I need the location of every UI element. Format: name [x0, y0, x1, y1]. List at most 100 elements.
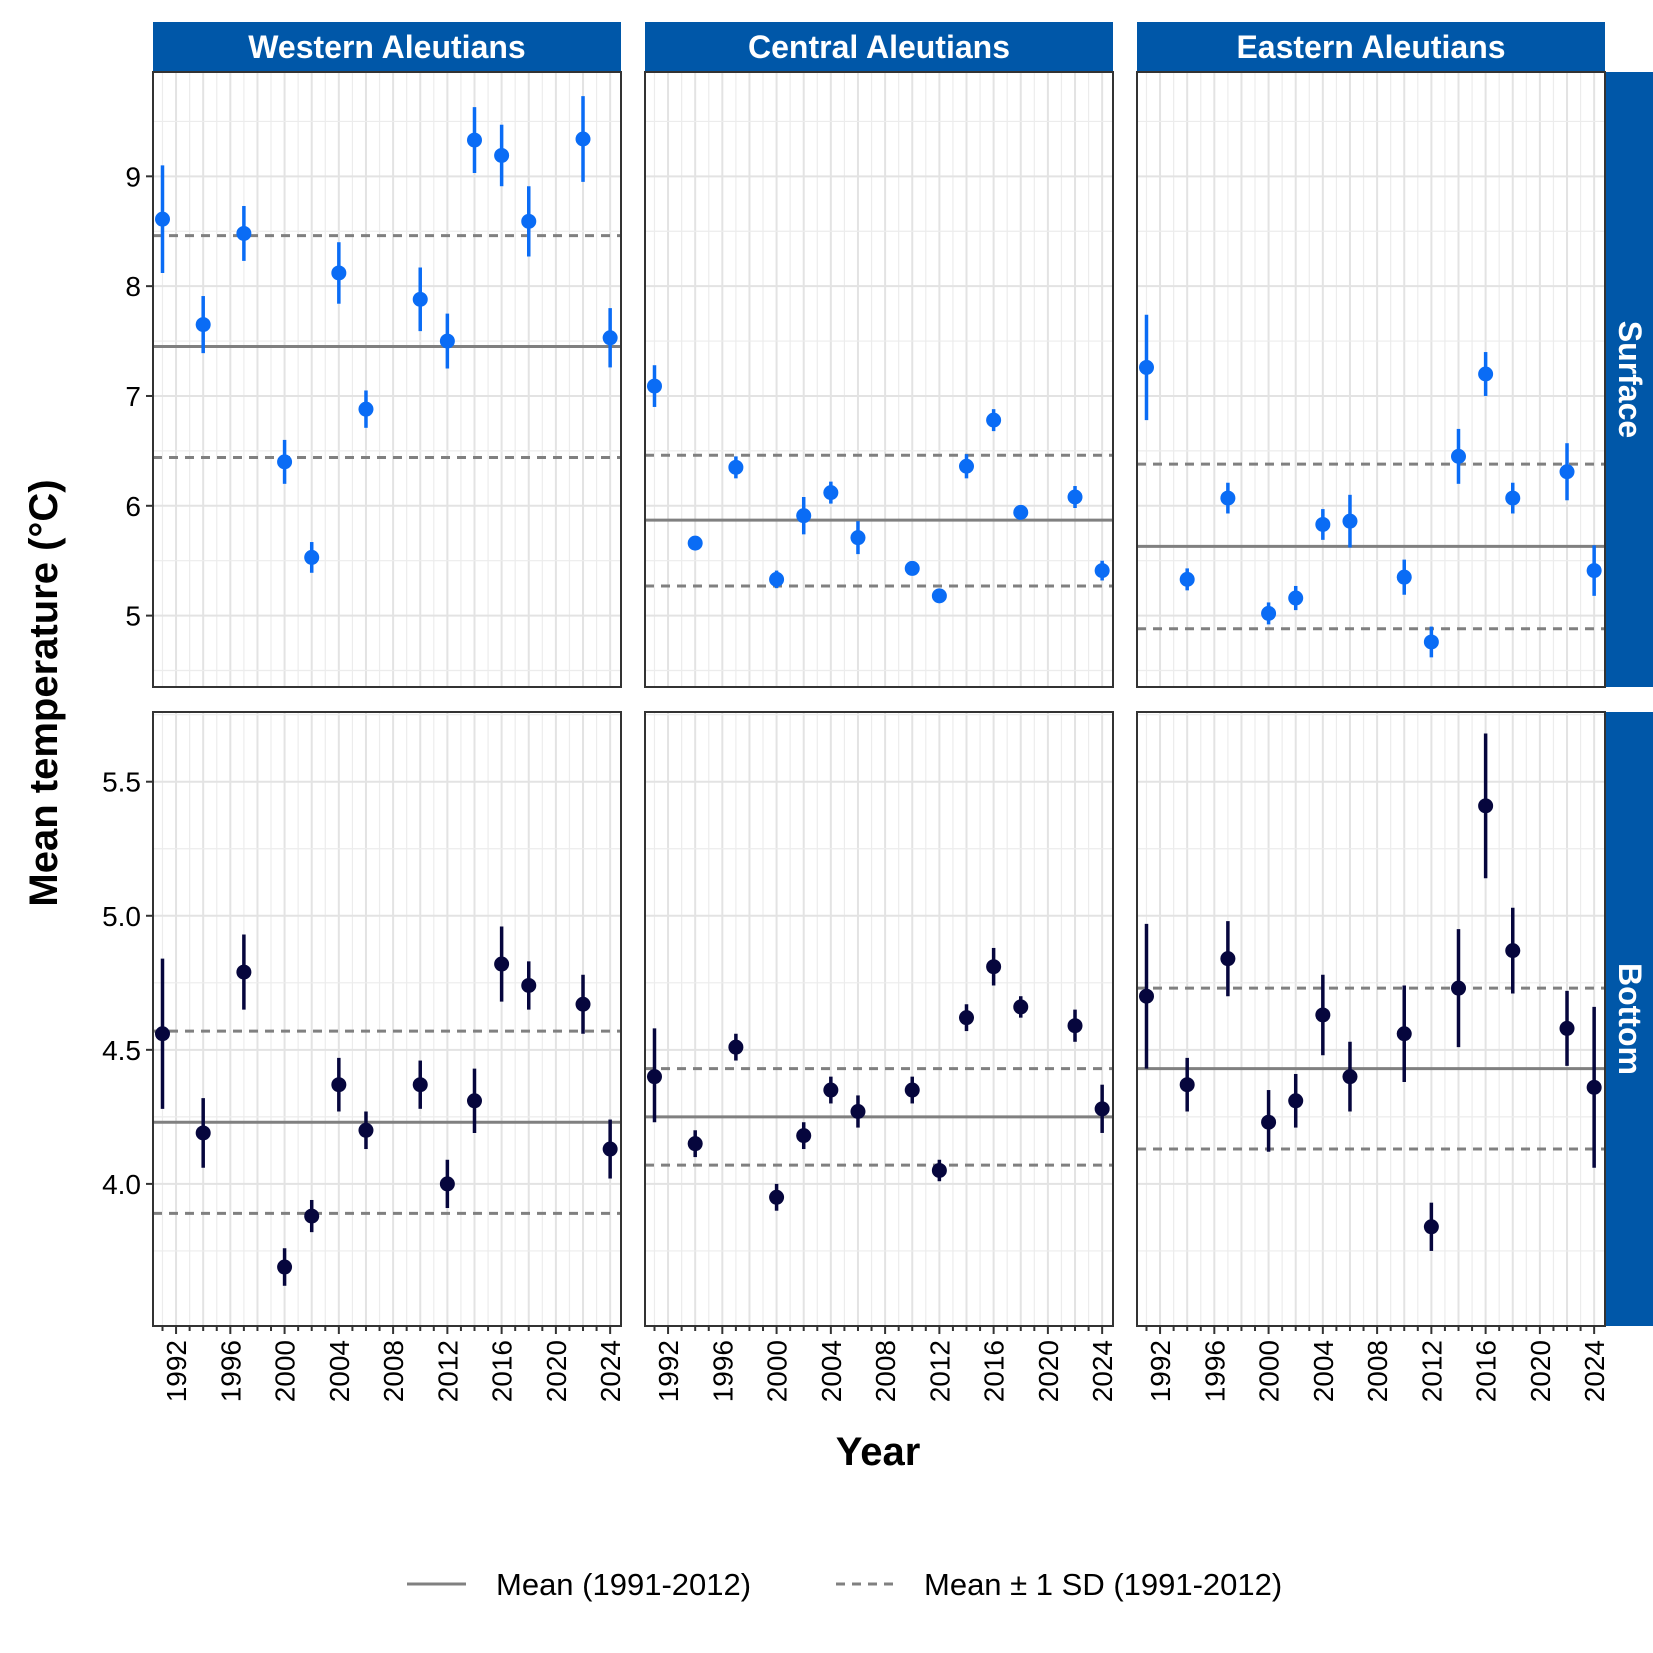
y-tick-label: 4.5	[102, 1035, 141, 1066]
data-point-2014	[958, 458, 974, 474]
data-point-1997	[236, 225, 252, 241]
data-point-2016	[1478, 366, 1494, 382]
x-tick-label: 1996	[215, 1340, 246, 1402]
data-point-2014	[1450, 980, 1466, 996]
data-point-1994	[687, 1136, 703, 1152]
x-tick-label: 1996	[1199, 1340, 1230, 1402]
data-point-2018	[521, 977, 537, 993]
data-point-2014	[466, 132, 482, 148]
data-point-2006	[1342, 1069, 1358, 1085]
data-point-2000	[1261, 1114, 1277, 1130]
x-tick-label: 2000	[270, 1340, 301, 1402]
data-point-2018	[521, 213, 537, 229]
y-tick-label: 6	[125, 491, 141, 522]
data-point-2016	[986, 412, 1002, 428]
strip-central-aleutians	[645, 22, 1113, 72]
data-point-2000	[1261, 605, 1277, 621]
data-point-2014	[1450, 448, 1466, 464]
x-tick-label: 2000	[762, 1340, 793, 1402]
panel-background	[1137, 712, 1605, 1326]
x-tick-label: 2024	[1087, 1340, 1118, 1402]
x-tick-label: 2012	[432, 1340, 463, 1402]
data-point-2004	[1315, 516, 1331, 532]
data-point-2004	[331, 1077, 347, 1093]
panel-background	[153, 712, 621, 1326]
data-point-2010	[904, 1082, 920, 1098]
x-tick-label: 1996	[707, 1340, 738, 1402]
legend-mean-label: Mean (1991-2012)	[496, 1567, 751, 1602]
panel-background	[153, 72, 621, 687]
data-point-2010	[904, 560, 920, 576]
data-point-2024	[1094, 563, 1110, 579]
data-point-1991	[646, 1069, 662, 1085]
x-tick-label: 2008	[378, 1340, 409, 1402]
data-point-2022	[1067, 489, 1083, 505]
strip-label-surface: Surface	[1612, 321, 1648, 438]
panel-eastern-aleutians-bottom: 1992 1996 2000 2004 2008 2012 2016 2020 2024	[1136, 711, 1610, 1402]
x-tick-label: 2024	[595, 1340, 626, 1402]
panel-background	[645, 72, 1113, 687]
x-tick-label: 2004	[816, 1340, 847, 1402]
data-point-2002	[304, 1208, 320, 1224]
data-point-2004	[1315, 1007, 1331, 1023]
data-point-2018	[1013, 999, 1029, 1015]
data-point-2002	[796, 508, 812, 524]
x-tick-label: 1992	[1145, 1340, 1176, 1402]
data-point-2018	[1505, 943, 1521, 959]
data-point-2004	[823, 1082, 839, 1098]
strip-eastern-aleutians	[1137, 22, 1605, 72]
x-tick-label: 2016	[487, 1340, 518, 1402]
data-point-2010	[412, 291, 428, 307]
data-point-2014	[466, 1093, 482, 1109]
panel-border	[152, 71, 622, 688]
x-axis-title: Year	[836, 1430, 921, 1474]
panel-central-aleutians-bottom: 1992 1996 2000 2004 2008 2012 2016 2020 2024	[644, 711, 1118, 1402]
x-tick-label: 2004	[324, 1340, 355, 1402]
strip-label-western-aleutians: Western Aleutians	[248, 29, 525, 65]
x-tick-label: 2012	[1416, 1340, 1447, 1402]
panels-layer: Western Aleutians Central Aleutians Easter…	[102, 22, 1653, 1402]
data-point-2006	[850, 530, 866, 546]
x-tick-label: 2000	[1254, 1340, 1285, 1402]
data-point-2016	[986, 959, 1002, 975]
data-point-2000	[277, 454, 293, 470]
y-tick-label: 9	[125, 161, 141, 192]
data-point-2002	[304, 549, 320, 565]
data-point-2010	[1396, 569, 1412, 585]
data-point-2012	[931, 588, 947, 604]
panel-border	[644, 71, 1114, 688]
data-point-2022	[1067, 1018, 1083, 1034]
data-point-2022	[575, 996, 591, 1012]
data-point-2000	[769, 571, 785, 587]
y-axis-title: Mean temperature (°C)	[22, 479, 66, 906]
x-tick-label: 2020	[541, 1340, 572, 1402]
panel-border	[152, 711, 622, 1327]
panel-central-aleutians-surface	[644, 71, 1114, 688]
data-point-2000	[277, 1259, 293, 1275]
x-tick-label: 1992	[161, 1340, 192, 1402]
data-point-1991	[154, 1026, 170, 1042]
legend: Mean (1991-2012) Mean ± 1 SD (1991-2012)	[407, 1567, 1282, 1602]
data-point-2002	[1288, 590, 1304, 606]
legend-sd-label: Mean ± 1 SD (1991-2012)	[924, 1567, 1282, 1602]
strip-surface	[1605, 72, 1653, 687]
panel-western-aleutians-surface: 5 6 7 8 9	[125, 71, 622, 688]
data-point-2006	[358, 1122, 374, 1138]
x-tick-label: 2012	[924, 1340, 955, 1402]
data-point-2006	[1342, 513, 1358, 529]
panel-background	[1137, 72, 1605, 687]
y-tick-label: 5.5	[102, 767, 141, 798]
data-point-2024	[1586, 1079, 1602, 1095]
data-point-2012	[931, 1162, 947, 1178]
data-point-2010	[1396, 1026, 1412, 1042]
data-point-2012	[439, 1176, 455, 1192]
strip-label-central-aleutians: Central Aleutians	[748, 29, 1010, 65]
strip-label-eastern-aleutians: Eastern Aleutians	[1236, 29, 1505, 65]
data-point-2024	[1094, 1101, 1110, 1117]
data-point-2002	[796, 1128, 812, 1144]
data-point-2006	[358, 401, 374, 417]
data-point-1997	[236, 964, 252, 980]
panel-border	[1136, 711, 1606, 1327]
x-tick-label: 2008	[870, 1340, 901, 1402]
